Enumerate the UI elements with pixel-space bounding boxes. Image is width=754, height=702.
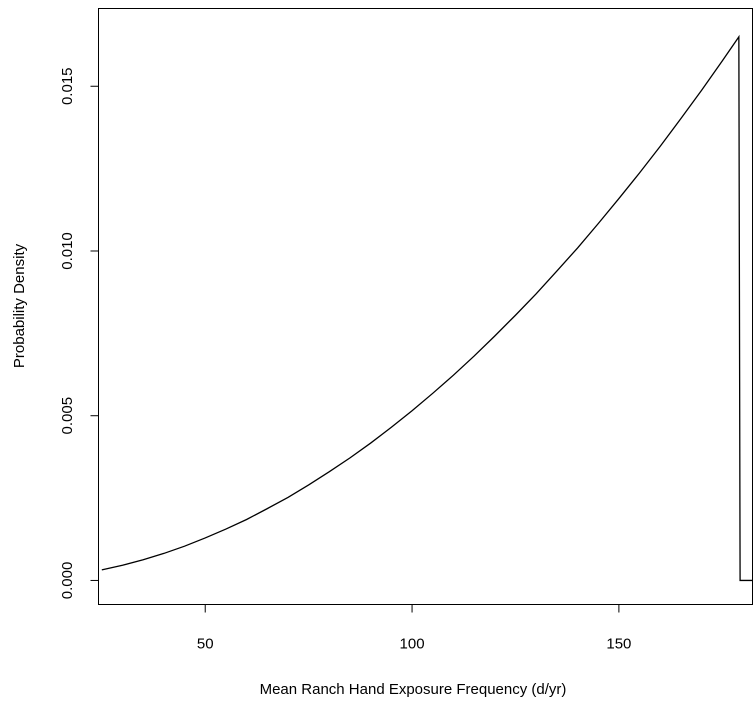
y-tick-label: 0.000 (59, 562, 76, 600)
x-tick-label: 50 (197, 635, 214, 652)
x-tick-label: 100 (400, 635, 425, 652)
y-tick-label: 0.015 (59, 67, 76, 105)
x-axis-title: Mean Ranch Hand Exposure Frequency (d/yr… (260, 681, 567, 698)
plot-frame (98, 8, 753, 605)
x-tick-label: 150 (606, 635, 631, 652)
density-line (101, 34, 753, 582)
y-tick-label: 0.010 (59, 232, 76, 270)
y-tick-label: 0.005 (59, 397, 76, 435)
y-axis-title: Probability Density (11, 243, 28, 368)
